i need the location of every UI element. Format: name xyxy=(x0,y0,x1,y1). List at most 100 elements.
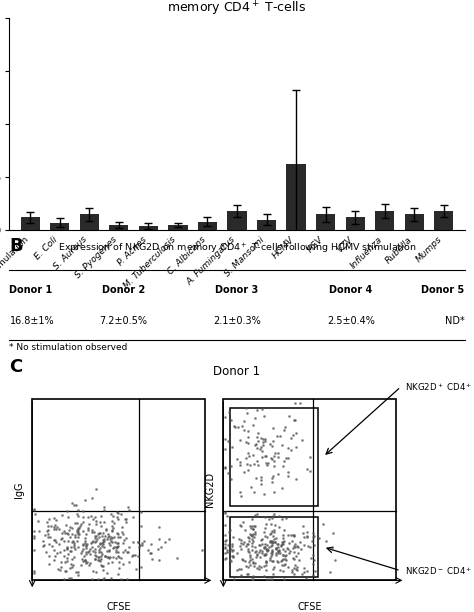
Point xyxy=(228,551,236,561)
Point xyxy=(64,529,72,539)
Point xyxy=(113,545,120,554)
Point xyxy=(270,562,278,572)
Point xyxy=(233,565,240,575)
Point xyxy=(43,517,51,527)
Point xyxy=(304,532,311,542)
Point xyxy=(250,521,257,531)
Point xyxy=(105,553,113,562)
Point xyxy=(257,535,265,545)
Point xyxy=(64,528,71,538)
Point xyxy=(268,513,275,523)
Point xyxy=(274,448,282,458)
Point xyxy=(115,529,122,539)
Point xyxy=(279,531,286,540)
Point xyxy=(310,559,317,569)
Text: NKG2D$^-$ CD4$^+$ T-cells: NKG2D$^-$ CD4$^+$ T-cells xyxy=(405,565,474,577)
Point xyxy=(237,520,244,530)
Point xyxy=(244,547,251,556)
Point xyxy=(50,513,58,523)
Point xyxy=(269,477,276,487)
Point xyxy=(50,536,58,545)
Point xyxy=(80,551,88,561)
Point xyxy=(82,555,89,565)
Point xyxy=(88,527,95,537)
Point xyxy=(245,545,252,554)
Point xyxy=(225,547,233,556)
Point xyxy=(249,514,256,524)
Point xyxy=(267,551,275,561)
Point xyxy=(268,538,275,548)
Text: 2.1±0.3%: 2.1±0.3% xyxy=(213,316,261,326)
Point xyxy=(253,509,260,518)
Point xyxy=(62,528,69,537)
Point xyxy=(123,517,130,527)
Point xyxy=(255,540,263,550)
Point xyxy=(228,416,235,425)
Point xyxy=(268,536,275,545)
Point xyxy=(109,552,117,562)
Point xyxy=(250,459,258,469)
Point xyxy=(89,574,96,584)
Point xyxy=(221,435,229,444)
Point xyxy=(293,428,301,438)
Point xyxy=(107,509,115,519)
Point xyxy=(270,487,278,497)
Point xyxy=(64,549,72,559)
Point xyxy=(89,514,97,524)
Point xyxy=(249,524,256,534)
Point xyxy=(59,533,66,543)
Point xyxy=(87,549,94,559)
Point xyxy=(276,431,283,441)
Point xyxy=(74,506,82,515)
Point xyxy=(60,526,68,536)
Point xyxy=(237,544,245,554)
Point xyxy=(276,548,284,558)
Point xyxy=(114,509,122,518)
Point xyxy=(228,546,236,556)
Point xyxy=(268,546,276,556)
Point xyxy=(92,520,100,529)
Point xyxy=(258,475,265,485)
Point xyxy=(113,539,121,548)
Point xyxy=(261,523,268,532)
Point xyxy=(74,570,82,580)
Point xyxy=(109,526,116,536)
Point xyxy=(82,538,89,548)
Point xyxy=(259,440,267,450)
Point xyxy=(299,569,306,579)
Point xyxy=(291,563,298,573)
Point xyxy=(270,524,278,534)
Point xyxy=(269,531,276,541)
Point xyxy=(110,532,118,542)
Point xyxy=(260,561,268,570)
Point xyxy=(252,547,259,556)
Point xyxy=(56,547,64,556)
Point xyxy=(257,562,264,572)
Point xyxy=(61,557,69,567)
Text: IgG: IgG xyxy=(14,482,24,498)
Point xyxy=(64,553,71,563)
Point xyxy=(291,415,298,425)
Point xyxy=(109,521,116,531)
Point xyxy=(228,442,236,452)
Point xyxy=(119,559,127,569)
Point xyxy=(224,436,232,446)
Point xyxy=(51,551,59,561)
Point xyxy=(82,529,90,539)
Point xyxy=(31,509,38,518)
Point xyxy=(292,415,299,425)
Point xyxy=(237,521,244,531)
Point xyxy=(262,549,270,559)
Point xyxy=(248,545,256,554)
Point xyxy=(98,551,105,561)
Point xyxy=(79,544,87,554)
Point xyxy=(251,558,259,568)
Bar xyxy=(228,211,246,230)
Point xyxy=(118,523,126,532)
Point xyxy=(258,452,265,462)
Point xyxy=(222,543,229,553)
Point xyxy=(310,540,318,550)
Point xyxy=(100,536,108,546)
Point xyxy=(287,433,294,443)
Point xyxy=(281,546,289,556)
